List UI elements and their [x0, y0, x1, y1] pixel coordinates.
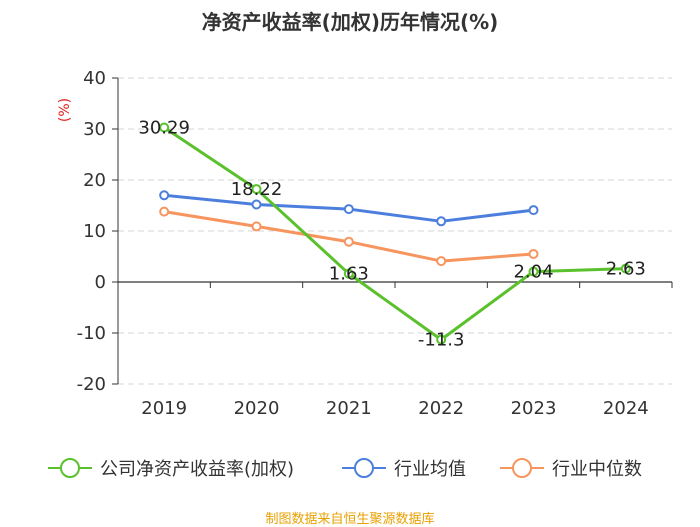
y-axis-label: (%): [57, 98, 73, 122]
y-tick-label: -10: [77, 323, 106, 344]
data-point[interactable]: [159, 190, 170, 201]
data-label: 2.63: [606, 259, 646, 280]
series-2: [159, 206, 539, 267]
data-point[interactable]: [620, 263, 631, 274]
data-point[interactable]: [436, 256, 447, 267]
x-tick-label: 2023: [511, 398, 557, 419]
legend-marker: [60, 458, 80, 478]
series-line: [163, 126, 626, 342]
data-point[interactable]: [528, 248, 539, 259]
legend-marker: [512, 458, 532, 478]
legend: 公司净资产收益率(加权) 行业均值 行业中位数: [48, 458, 642, 480]
legend-marker: [354, 458, 374, 478]
legend-item-1[interactable]: 行业均值: [342, 458, 466, 480]
data-point[interactable]: [251, 199, 262, 210]
data-label: 30.29: [138, 118, 190, 139]
data-point[interactable]: [528, 205, 539, 216]
y-tick-label: -20: [77, 374, 106, 395]
series-1: [159, 190, 539, 227]
x-axis-ticks: 2019 2020 2021 2022 2023 2024: [117, 282, 673, 419]
legend-label: 行业中位数: [552, 459, 642, 480]
data-labels: 30.29 18.22 1.63 -11.3 2.04 2.63: [138, 118, 645, 351]
legend-item-0[interactable]: 公司净资产收益率(加权): [48, 458, 294, 480]
data-point[interactable]: [251, 184, 262, 195]
data-point[interactable]: [343, 204, 354, 215]
x-tick-label: 2020: [234, 398, 280, 419]
data-label: 2.04: [513, 262, 553, 283]
data-point[interactable]: [436, 216, 447, 227]
source-note: 制图数据来自恒生聚源数据库: [265, 512, 435, 527]
data-point[interactable]: [159, 206, 170, 217]
data-label: 1.63: [329, 264, 369, 285]
legend-label: 公司净资产收益率(加权): [100, 459, 294, 480]
legend-item-2[interactable]: 行业中位数: [500, 458, 642, 480]
x-tick-label: 2019: [141, 398, 187, 419]
grid-lines: [118, 77, 672, 385]
chart-title: 净资产收益率(加权)历年情况(%): [201, 10, 499, 34]
legend-label: 行业均值: [394, 459, 466, 480]
y-tick-label: 0: [95, 272, 106, 293]
y-tick-label: 30: [83, 119, 106, 140]
x-tick-label: 2024: [603, 398, 649, 419]
y-tick-label: 20: [83, 170, 106, 191]
data-point[interactable]: [159, 122, 170, 133]
data-label: 18.22: [231, 179, 283, 200]
data-point[interactable]: [528, 266, 539, 277]
data-point[interactable]: [343, 268, 354, 279]
data-label: -11.3: [418, 330, 465, 351]
y-tick-label: 40: [83, 68, 106, 89]
data-point[interactable]: [436, 334, 447, 345]
y-axis-ticks: -20 -10 0 10 20 30 40: [77, 68, 118, 395]
data-point[interactable]: [343, 236, 354, 247]
series-0: [159, 122, 631, 345]
series-layer: [159, 122, 631, 345]
x-tick-label: 2021: [326, 398, 372, 419]
x-tick-label: 2022: [418, 398, 464, 419]
data-point[interactable]: [251, 221, 262, 232]
series-line: [163, 210, 534, 263]
y-tick-label: 10: [83, 221, 106, 242]
